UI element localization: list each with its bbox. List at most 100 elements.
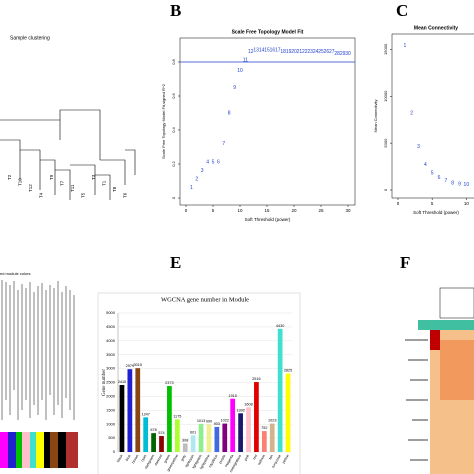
bar (151, 433, 156, 452)
sample-label: T6 (123, 192, 128, 198)
x-tick-label: brown (131, 454, 139, 464)
panel-label: F (400, 253, 410, 272)
y-tick-label: 10000 (383, 90, 388, 102)
point-label: 23 (307, 49, 313, 55)
sample-label: T5 (81, 192, 86, 198)
bar (167, 386, 172, 452)
x-tick-label: 0 (185, 208, 188, 213)
y-tick-label: 2000 (106, 393, 116, 398)
point-label: 29 (340, 51, 346, 57)
point-label: 4 (424, 162, 427, 168)
value-label: 2410 (118, 380, 126, 384)
x-tick-label: black (116, 454, 124, 463)
y-tick-label: 4500 (106, 324, 116, 329)
value-label: 1392 (236, 408, 244, 412)
point-label: 17 (275, 47, 281, 53)
bar (246, 407, 251, 452)
y-tick-label: 0.6 (171, 92, 176, 98)
heatmap (405, 287, 474, 474)
y-tick-label: 0 (383, 188, 388, 191)
y-tick-label: 0 (113, 449, 116, 454)
bar (285, 373, 291, 452)
x-tick-label: green (163, 454, 171, 464)
value-label: 1022 (221, 419, 229, 423)
x-tick-label: lightgreen (192, 454, 203, 469)
bar (174, 419, 180, 452)
value-label: 574 (158, 431, 164, 435)
panel-title: Sample clustering (10, 35, 50, 41)
x-tick-label: 5 (431, 201, 434, 206)
point-label: 16 (270, 47, 276, 53)
point-label: 7 (222, 141, 225, 147)
value-label: 2979 (126, 364, 134, 368)
point-label: 9 (458, 182, 461, 188)
panel-label: E (170, 253, 181, 272)
y-tick-label: 0.8 (171, 58, 176, 64)
sample-label: T9 (49, 174, 54, 180)
value-label: 678 (150, 428, 156, 432)
x-tick-label: tan (268, 454, 274, 460)
sample-label: T8 (112, 186, 117, 192)
x-tick-label: royalblue (208, 454, 219, 468)
value-label: 308 (182, 438, 188, 442)
point-label: 10 (237, 68, 243, 74)
x-tick-label: turquoise (271, 454, 282, 469)
y-tick-label: 5000 (106, 310, 116, 315)
x-tick-label: red (252, 454, 258, 460)
x-tick-label: lightyellow (199, 454, 211, 470)
point-label: 11 (243, 58, 248, 64)
point-label: 26 (324, 49, 330, 55)
value-label: 4430 (276, 324, 284, 328)
point-label: 2 (195, 177, 198, 183)
sample-label: T1 (102, 180, 107, 186)
x-tick-label: salmon (257, 454, 266, 466)
y-tick-label: 0 (171, 196, 176, 199)
x-tick-label: pink (243, 454, 250, 462)
y-axis-label: Mean Connectivity (373, 100, 378, 133)
point-label: 20 (291, 49, 297, 55)
value-label: 1247 (141, 412, 149, 416)
bar (277, 328, 283, 452)
x-tick-label: 5 (212, 208, 215, 213)
point-label: 2 (410, 110, 413, 116)
chart-title: Mean Connectivity (414, 25, 458, 31)
sample-label: T11 (70, 184, 75, 192)
point-label: 10 (464, 182, 470, 188)
x-tick-label: blue (125, 454, 132, 462)
point-label: 3 (201, 168, 204, 174)
bar (261, 431, 267, 452)
point-label: 8 (228, 110, 231, 116)
x-axis-label: Soft Threshold (power) (413, 210, 459, 215)
chart-title: Scale Free Topology Model Fit (232, 29, 304, 35)
x-tick-label: 10 (237, 208, 243, 213)
x-tick-label: 30 (345, 208, 351, 213)
point-label: 14 (259, 47, 265, 53)
panel-caption: ed module colors (0, 271, 30, 276)
x-tick-label: darkgreen (144, 454, 155, 470)
point-label: 7 (444, 178, 447, 184)
point-label: 15 (264, 47, 270, 53)
point-label: 5 (431, 170, 434, 176)
sample-label: T12 (28, 184, 33, 192)
sample-label: T3 (91, 174, 96, 180)
y-tick-label: 1000 (106, 421, 116, 426)
x-tick-label: 0 (397, 201, 400, 206)
x-tick-label: cyan (140, 454, 147, 462)
x-tick-label: lightcyan (184, 454, 194, 468)
plot-frame (179, 37, 356, 206)
x-tick-label: purple (218, 454, 226, 464)
point-label: 30 (345, 51, 351, 57)
bar (119, 385, 125, 452)
x-tick-label: 10 (464, 201, 470, 206)
x-tick-label: grey (180, 454, 187, 462)
x-tick-label: 20 (291, 208, 297, 213)
x-tick-label: darkred (154, 454, 163, 466)
chart-title: WGCNA gene number in Module (161, 296, 249, 303)
value-label: 990 (206, 419, 212, 423)
point-label: 18 (280, 49, 286, 55)
bar (159, 436, 164, 452)
panel-label: C (396, 1, 408, 20)
y-tick-label: 15000 (383, 43, 388, 55)
value-label: 1023 (268, 419, 276, 423)
